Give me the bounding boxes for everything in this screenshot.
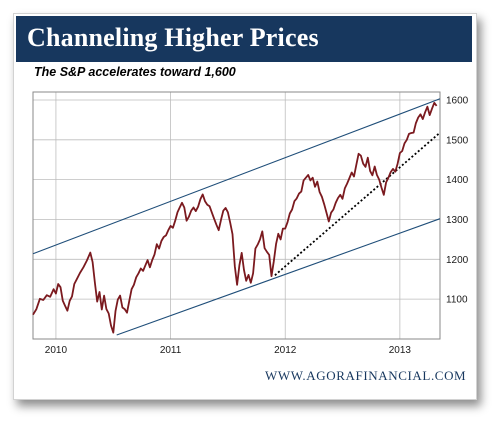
upper-channel-line xyxy=(32,98,441,255)
x-tick-label: 2012 xyxy=(274,345,297,356)
y-tick-label: 1600 xyxy=(446,95,469,106)
x-tick-label: 2011 xyxy=(160,345,182,356)
y-tick-label: 1400 xyxy=(446,175,469,186)
source-url[interactable]: WWW.AGORAFINANCIAL.COM xyxy=(265,368,467,383)
title-banner: Channeling Higher Prices xyxy=(16,16,472,62)
y-tick-label: 1300 xyxy=(446,215,469,226)
chart-subtitle: The S&P accelerates toward 1,600 xyxy=(34,65,236,79)
y-tick-label: 1200 xyxy=(446,255,469,266)
lower-channel-line xyxy=(116,218,441,336)
chart-title: Channeling Higher Prices xyxy=(27,23,319,52)
y-tick-label: 1500 xyxy=(446,135,469,146)
sp500-price-line xyxy=(32,101,438,334)
x-tick-label: 2010 xyxy=(45,345,68,356)
plot-frame xyxy=(32,91,441,340)
support-trend-line xyxy=(274,131,441,276)
x-tick-label: 2013 xyxy=(389,345,412,356)
y-tick-label: 1100 xyxy=(446,295,468,306)
plot-area xyxy=(33,92,440,339)
